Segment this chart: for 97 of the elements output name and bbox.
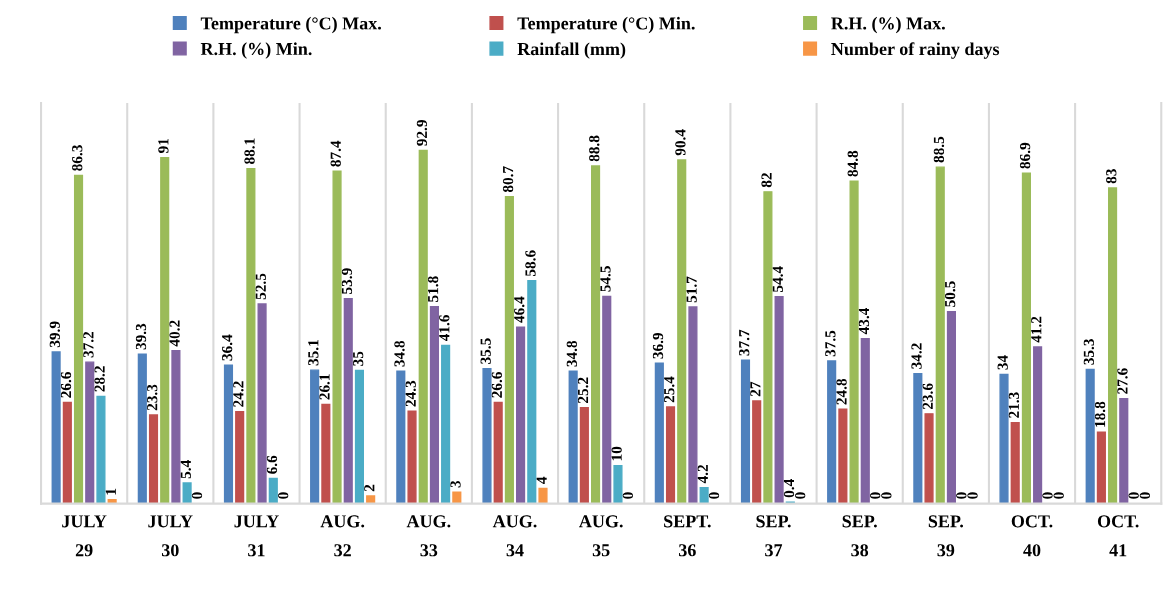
data-label: 40.2	[169, 320, 180, 347]
data-label: 83	[1106, 169, 1117, 184]
data-label: 0	[708, 492, 720, 499]
x-tick-label: JULY 30	[148, 515, 193, 557]
data-label: 82	[761, 173, 772, 188]
data-label: 23.6	[922, 383, 933, 410]
data-label: 27.6	[1117, 368, 1128, 394]
data-label: 2	[364, 484, 375, 492]
data-label: 36.9	[652, 332, 664, 359]
data-label: 0.4	[783, 479, 795, 498]
data-label: 37.2	[83, 331, 94, 358]
data-label: 0	[956, 492, 967, 499]
x-tick-label: AUG. 32	[320, 515, 365, 557]
data-label: 1	[105, 488, 116, 495]
legend-label: Temperature (°C) Min.	[517, 16, 695, 34]
data-label: 84.8	[847, 150, 858, 177]
data-label: 18.8	[1094, 401, 1106, 427]
x-tick-label: JULY 31	[234, 515, 279, 557]
data-label: 0	[622, 492, 633, 499]
data-label: 90.4	[675, 129, 686, 156]
x-tick-label: AUG. 33	[406, 515, 451, 557]
data-label: 0	[881, 492, 892, 499]
data-label: 54.5	[600, 266, 611, 292]
data-label: 41.2	[1031, 316, 1042, 343]
legend-label: R.H. (%) Max.	[831, 16, 945, 34]
data-label: 28.2	[94, 366, 105, 392]
x-tick-label: SEP. 37	[756, 515, 791, 557]
data-label: 51.7	[686, 276, 697, 303]
data-label: 39.3	[135, 323, 147, 350]
data-label: 0	[795, 492, 806, 499]
data-label: 87.4	[330, 140, 341, 167]
data-label: 0	[278, 492, 289, 499]
data-label: 25.2	[577, 377, 589, 403]
data-label: 86.3	[72, 145, 83, 171]
data-label: 88.8	[589, 135, 600, 162]
data-label: 0	[967, 492, 978, 499]
data-label: 25.4	[664, 376, 675, 403]
data-label: 86.9	[1019, 142, 1031, 169]
data-label: 0	[1053, 492, 1064, 499]
data-label: 26.6	[60, 372, 72, 398]
data-label: 3	[450, 480, 461, 488]
data-label: 39.9	[49, 321, 61, 348]
data-label: 26.1	[319, 374, 330, 400]
data-label: 54.4	[772, 266, 783, 292]
data-label: 50.5	[944, 281, 956, 307]
data-label: 26.6	[491, 372, 503, 398]
legend-label: Temperature (°C) Max.	[200, 16, 381, 34]
x-tick-label: AUG. 34	[492, 515, 537, 557]
x-tick-label: JULY 29	[62, 515, 107, 557]
data-label: 10	[611, 446, 622, 461]
data-label: 37.7	[739, 329, 750, 356]
legend-label: R.H. (%) Min.	[200, 42, 312, 59]
data-label: 34.2	[911, 343, 922, 369]
data-label: 41.6	[439, 314, 450, 342]
x-tick-label: SEP. 38	[842, 515, 877, 557]
x-tick-label: SEP. 39	[928, 515, 964, 557]
data-label: 4	[536, 476, 547, 485]
data-label: 0	[869, 492, 881, 499]
data-label: 35.3	[1083, 339, 1095, 365]
data-label: 34	[997, 355, 1008, 370]
data-label: 91	[158, 138, 169, 154]
data-label: 46.4	[514, 296, 525, 323]
data-label: 27	[750, 381, 761, 397]
data-label: 35.5	[480, 338, 491, 364]
data-label: 0	[1128, 492, 1139, 499]
x-tick-label: AUG. 35	[579, 515, 623, 557]
data-label: 0	[1042, 492, 1053, 499]
data-label: 24.2	[233, 381, 244, 407]
legend-label: Rainfall (mm)	[517, 42, 626, 59]
data-label: 6.6	[266, 455, 278, 474]
data-label: 43.4	[858, 307, 870, 335]
data-label: 5.4	[180, 460, 191, 479]
data-label: 92.9	[416, 120, 428, 146]
data-label: 51.8	[427, 276, 439, 302]
data-label: 23.3	[147, 384, 158, 411]
data-label: 52.5	[255, 273, 266, 300]
data-label: 24.3	[405, 380, 416, 407]
data-label: 21.3	[1008, 392, 1020, 418]
legend-label: Number of rainy days	[831, 42, 1000, 59]
data-label: 37.5	[825, 330, 836, 357]
data-label: 34.8	[566, 340, 578, 367]
data-label: 36.4	[222, 334, 233, 361]
x-tick-label: SEPT. 36	[664, 515, 711, 557]
data-label: 80.7	[502, 166, 514, 193]
data-label: 0	[191, 492, 203, 499]
data-label: 58.6	[525, 250, 536, 277]
data-label: 53.9	[341, 268, 353, 294]
x-tick-label: OCT. 41	[1097, 515, 1139, 557]
data-label: 88.1	[244, 138, 255, 164]
data-label: 88.5	[933, 136, 945, 163]
data-label: 35	[353, 351, 364, 366]
data-label: 0	[1139, 492, 1151, 499]
data-label: 35.1	[308, 340, 319, 366]
data-label: 24.8	[836, 378, 847, 405]
x-tick-label: OCT. 40	[1011, 515, 1053, 557]
data-label: 34.8	[394, 340, 405, 367]
data-label: 4.2	[697, 465, 709, 484]
